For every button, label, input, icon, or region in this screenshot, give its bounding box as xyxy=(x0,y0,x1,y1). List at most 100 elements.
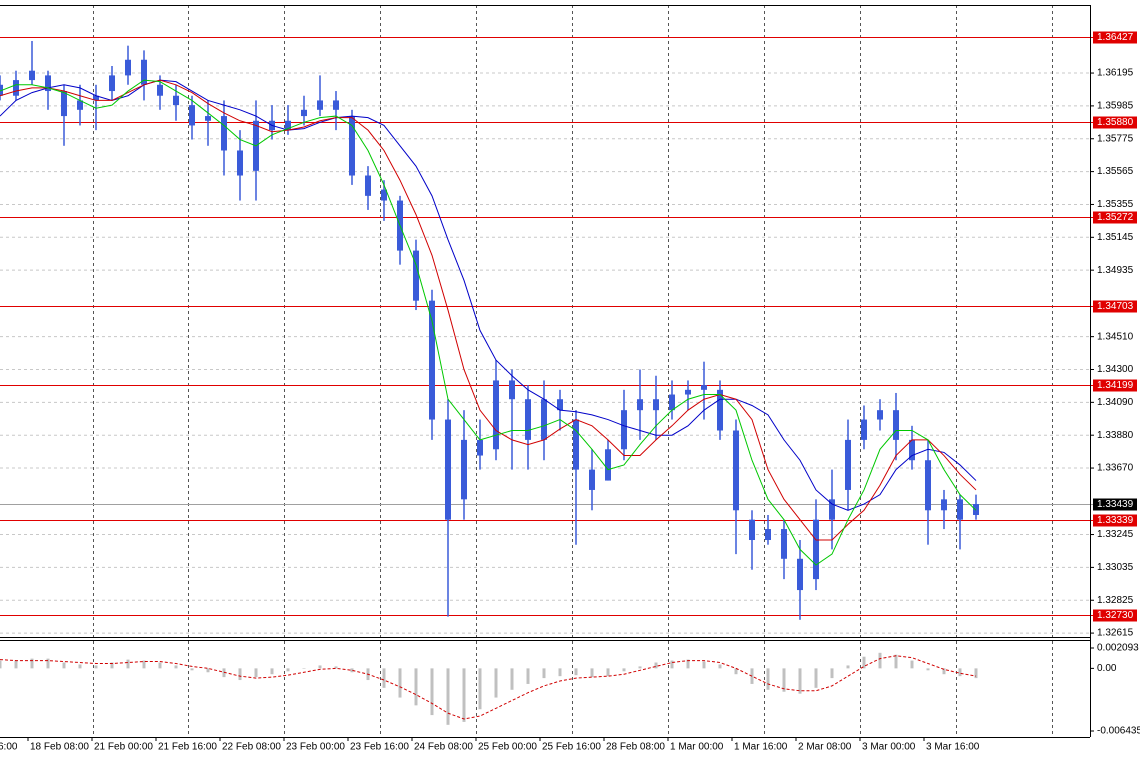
candle-body xyxy=(861,419,867,440)
osc-bar xyxy=(510,668,514,690)
moving-average xyxy=(0,79,977,566)
osc-bar xyxy=(62,662,66,669)
x-tick-label: 3 Mar 16:00 xyxy=(926,742,980,753)
osc-bar xyxy=(942,668,946,675)
x-tick-label: 23 Feb 16:00 xyxy=(350,742,409,753)
osc-bar xyxy=(142,660,146,669)
candle-body xyxy=(605,449,611,481)
candle-body xyxy=(333,100,339,110)
candle-body xyxy=(237,150,243,176)
osc-bar xyxy=(830,668,834,679)
candle-body xyxy=(653,399,659,411)
osc-bar xyxy=(606,668,610,677)
osc-bar xyxy=(302,668,306,669)
x-tick-label: 25 Feb 16:00 xyxy=(542,742,601,753)
level-label-box xyxy=(1093,609,1137,622)
osc-bar xyxy=(46,658,50,669)
osc-bar xyxy=(318,665,322,669)
candle-body xyxy=(413,250,419,301)
candle-body xyxy=(813,519,819,580)
candle-body xyxy=(509,380,515,400)
candle-body xyxy=(925,460,931,511)
candle-body xyxy=(125,59,131,76)
candle-body xyxy=(477,439,483,456)
candle-body xyxy=(157,84,163,96)
osc-bar xyxy=(238,668,242,681)
osc-bar xyxy=(958,668,962,677)
current-price-label: 1.33439 xyxy=(1097,499,1134,510)
osc-bar xyxy=(0,660,2,669)
osc-bar xyxy=(878,652,882,669)
candle-body xyxy=(445,419,451,520)
grid-layer xyxy=(0,5,1090,737)
osc-bar xyxy=(126,659,130,669)
candle-body xyxy=(381,189,387,201)
level-label: 1.32730 xyxy=(1097,610,1134,621)
y-tick-label: 1.35355 xyxy=(1097,199,1134,210)
osc-bar xyxy=(574,668,578,676)
osc-bar xyxy=(798,668,802,694)
osc-bar xyxy=(814,668,818,688)
level-label-box xyxy=(1093,300,1137,313)
osc-signal xyxy=(0,655,977,720)
candle-body xyxy=(877,410,883,420)
candle-body xyxy=(973,504,979,515)
x-tick-label: 25 Feb 00:00 xyxy=(478,742,537,753)
candle-body xyxy=(845,439,851,490)
level-label-box xyxy=(1093,211,1137,224)
y-tick-label: 1.36195 xyxy=(1097,68,1134,79)
osc-bar xyxy=(78,664,82,669)
candle-body xyxy=(637,399,643,411)
candle-body xyxy=(429,300,435,420)
osc-bar xyxy=(206,668,210,673)
osc-y-tick-label: 0.002093 xyxy=(1097,643,1139,654)
osc-bar xyxy=(718,664,722,669)
osc-bar xyxy=(766,668,770,690)
osc-bar xyxy=(398,668,402,698)
candle-body xyxy=(301,109,307,117)
candle-body xyxy=(733,430,739,511)
osc-bar xyxy=(782,668,786,692)
osc-bar xyxy=(638,666,642,669)
osc-bar xyxy=(414,668,418,706)
x-tick-label: 21 Feb 00:00 xyxy=(94,742,153,753)
candle-body xyxy=(717,389,723,431)
osc-bar xyxy=(334,666,338,669)
candle-body xyxy=(701,385,707,390)
data-layer xyxy=(0,37,1093,725)
osc-bar xyxy=(382,668,386,688)
x-tick-label: 21 Feb 16:00 xyxy=(158,742,217,753)
y-tick-label: 1.34935 xyxy=(1097,265,1134,276)
osc-bar xyxy=(350,668,354,673)
x-tick-label: 6:00 xyxy=(0,742,18,753)
osc-bar xyxy=(462,668,466,722)
osc-bar xyxy=(190,668,194,671)
candle-body xyxy=(29,70,35,81)
osc-bar xyxy=(430,668,434,716)
osc-bar xyxy=(558,668,562,677)
y-tick-label: 1.33670 xyxy=(1097,463,1134,474)
level-label: 1.34703 xyxy=(1097,301,1134,312)
y-tick-label: 1.35775 xyxy=(1097,133,1134,144)
candle-body xyxy=(589,469,595,490)
osc-bar xyxy=(686,659,690,669)
osc-bar xyxy=(702,661,706,669)
candle-body xyxy=(349,116,355,176)
candle-body xyxy=(93,95,99,101)
y-tick-label: 1.32825 xyxy=(1097,595,1134,606)
osc-bar xyxy=(974,668,978,679)
osc-bar xyxy=(526,668,530,684)
candle-body xyxy=(957,499,963,520)
y-tick-label: 1.34090 xyxy=(1097,397,1134,408)
level-label: 1.35272 xyxy=(1097,212,1134,223)
candle-body xyxy=(781,529,787,559)
current-price-box xyxy=(1093,498,1137,511)
x-tick-label: 24 Feb 08:00 xyxy=(414,742,473,753)
candle-body xyxy=(61,91,67,117)
level-label-box xyxy=(1093,379,1137,392)
osc-bar xyxy=(670,660,674,669)
candle-body xyxy=(557,399,563,411)
osc-bar xyxy=(734,668,738,675)
osc-bar xyxy=(846,665,850,669)
